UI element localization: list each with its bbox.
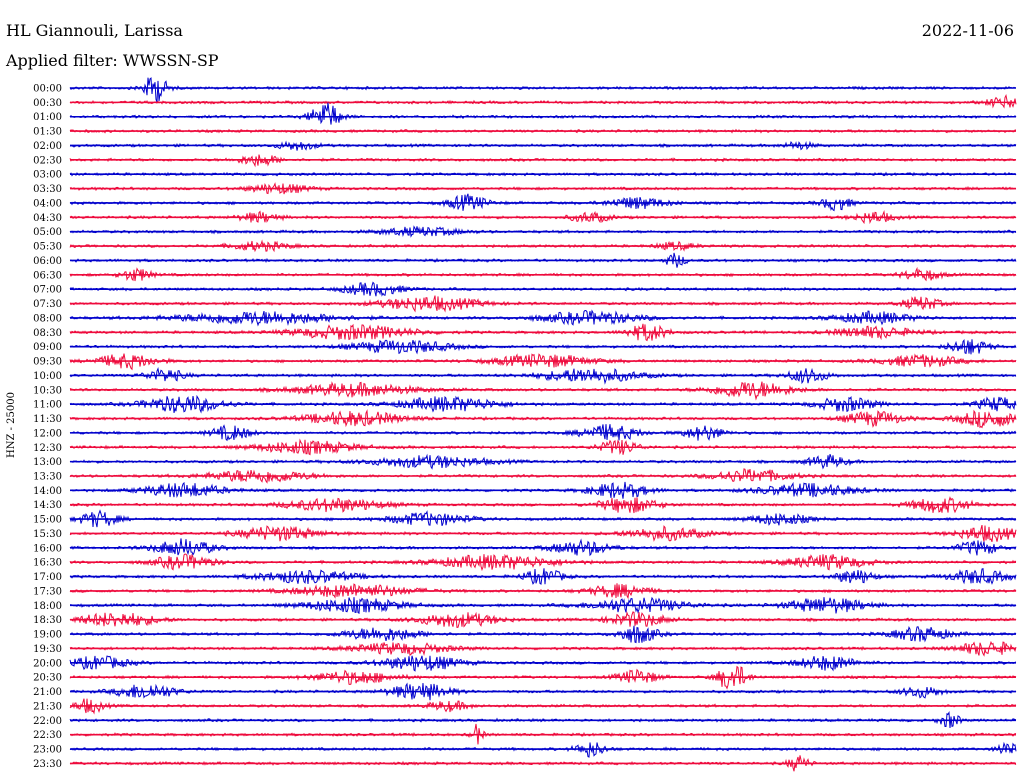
- time-label-1930: 19:30: [33, 644, 62, 655]
- time-label-1600: 16:00: [33, 543, 62, 554]
- trace-1600: [69, 538, 1017, 557]
- time-label-2200: 22:00: [33, 716, 62, 727]
- trace-group: [69, 77, 1017, 772]
- trace-0000: [69, 77, 1017, 103]
- trace-0200: [69, 140, 1017, 151]
- time-label-0930: 09:30: [33, 357, 62, 368]
- time-label-0400: 04:00: [33, 198, 62, 209]
- station-title: HL Giannouli, Larissa: [6, 21, 183, 40]
- time-label-1330: 13:30: [33, 471, 62, 482]
- trace-1100: [69, 394, 1017, 414]
- time-label-1730: 17:30: [33, 586, 62, 597]
- time-label-1200: 12:00: [33, 428, 62, 439]
- time-label-1800: 18:00: [33, 601, 62, 612]
- time-label-2130: 21:30: [33, 701, 62, 712]
- record-date: 2022-11-06: [922, 21, 1014, 40]
- time-label-1500: 15:00: [33, 515, 62, 526]
- time-label-0330: 03:30: [33, 184, 62, 195]
- time-label-0700: 07:00: [33, 285, 62, 296]
- time-label-1400: 14:00: [33, 486, 62, 497]
- trace-1800: [69, 596, 1017, 615]
- time-label-1900: 19:00: [33, 630, 62, 641]
- time-label-1430: 14:30: [33, 500, 62, 511]
- time-label-0830: 08:30: [33, 328, 62, 339]
- time-label-0130: 01:30: [33, 127, 62, 138]
- time-label-group: 00:00 00:30 01:00 01:30 02:00 02:30 03:00 03:30…: [33, 84, 62, 770]
- time-label-2030: 20:30: [33, 673, 62, 684]
- time-label-1000: 10:00: [33, 371, 62, 382]
- time-label-0630: 06:30: [33, 270, 62, 281]
- time-label-1230: 12:30: [33, 443, 62, 454]
- time-label-0900: 09:00: [33, 342, 62, 353]
- time-label-1130: 11:30: [33, 414, 62, 425]
- time-label-1830: 18:30: [33, 615, 62, 626]
- time-label-0730: 07:30: [33, 299, 62, 310]
- time-label-0200: 02:00: [33, 141, 62, 152]
- time-label-0500: 05:00: [33, 227, 62, 238]
- filter-label: Applied filter: WWSSN-SP: [5, 51, 219, 70]
- trace-1630: [69, 553, 1017, 572]
- trace-0030: [69, 93, 1017, 109]
- channel-axis-label: HNZ - 25000: [6, 392, 17, 458]
- time-label-0230: 02:30: [33, 155, 62, 166]
- time-label-2330: 23:30: [33, 759, 62, 770]
- time-label-1530: 15:30: [33, 529, 62, 540]
- time-label-1300: 13:00: [33, 457, 62, 468]
- time-label-0530: 05:30: [33, 242, 62, 253]
- time-label-1100: 11:00: [33, 400, 62, 411]
- time-label-2100: 21:00: [33, 687, 62, 698]
- time-label-1630: 16:30: [33, 558, 62, 569]
- time-label-0000: 00:00: [33, 84, 62, 95]
- time-label-0030: 00:30: [33, 98, 62, 109]
- trace-0100: [69, 102, 1017, 125]
- time-label-2230: 22:30: [33, 730, 62, 741]
- time-label-2300: 23:00: [33, 745, 62, 756]
- time-label-1030: 10:30: [33, 385, 62, 396]
- time-label-0300: 03:00: [33, 170, 62, 181]
- time-label-0430: 04:30: [33, 213, 62, 224]
- time-label-2000: 20:00: [33, 658, 62, 669]
- time-label-0100: 01:00: [33, 112, 62, 123]
- time-label-0800: 08:00: [33, 313, 62, 324]
- time-label-0600: 06:00: [33, 256, 62, 267]
- time-label-1700: 17:00: [33, 572, 62, 583]
